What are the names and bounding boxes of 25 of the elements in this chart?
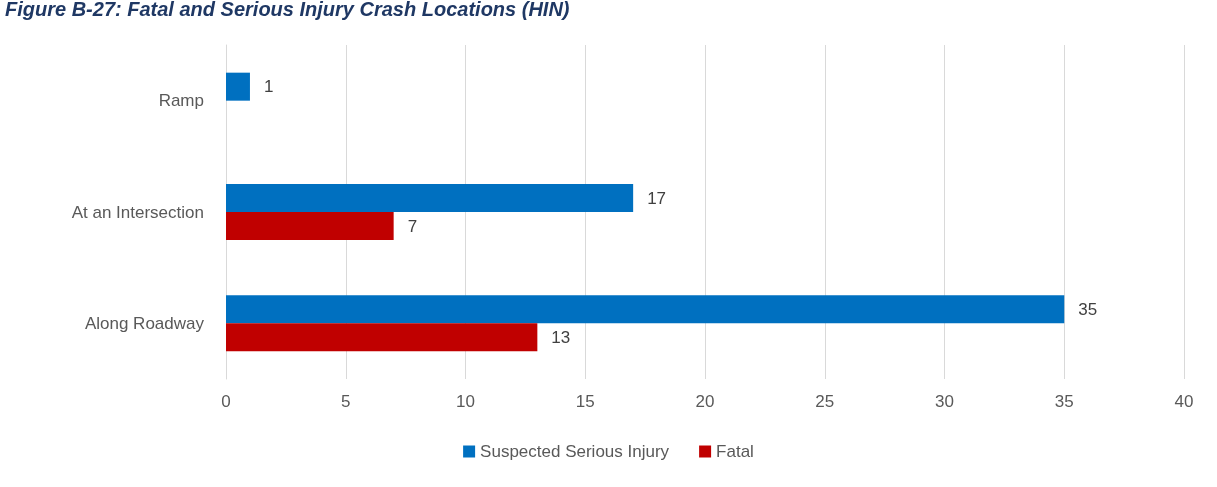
- x-tick-label: 30: [935, 392, 954, 411]
- bar: [226, 184, 634, 212]
- chart-title: Figure B-27: Fatal and Serious Injury Crash Locations (HIN): [5, 0, 570, 20]
- x-tick-label: 25: [815, 392, 835, 411]
- bar: [226, 72, 250, 101]
- legend-label: Fatal: [716, 442, 754, 461]
- x-tick-label: 0: [221, 392, 231, 411]
- y-tick-label: At an Intersection: [71, 202, 204, 222]
- bar: [226, 212, 394, 240]
- bar: [226, 323, 538, 352]
- x-tick-label: 20: [695, 392, 715, 411]
- y-tick-label: Along Roadway: [84, 313, 205, 333]
- x-tick-label: 10: [456, 392, 475, 411]
- x-tick-label: 40: [1174, 392, 1194, 411]
- x-tick-label: 5: [341, 392, 351, 411]
- data-label: 7: [407, 216, 418, 236]
- y-tick-label: Ramp: [158, 91, 204, 111]
- legend-label: Suspected Serious Injury: [480, 442, 670, 461]
- x-tick-label: 35: [1054, 392, 1074, 411]
- x-tick-label: 15: [575, 392, 595, 411]
- data-label: 35: [1078, 299, 1098, 319]
- bar: [226, 295, 1065, 324]
- data-label: 17: [647, 188, 667, 208]
- data-label: 1: [263, 77, 274, 97]
- data-label: 13: [551, 327, 571, 347]
